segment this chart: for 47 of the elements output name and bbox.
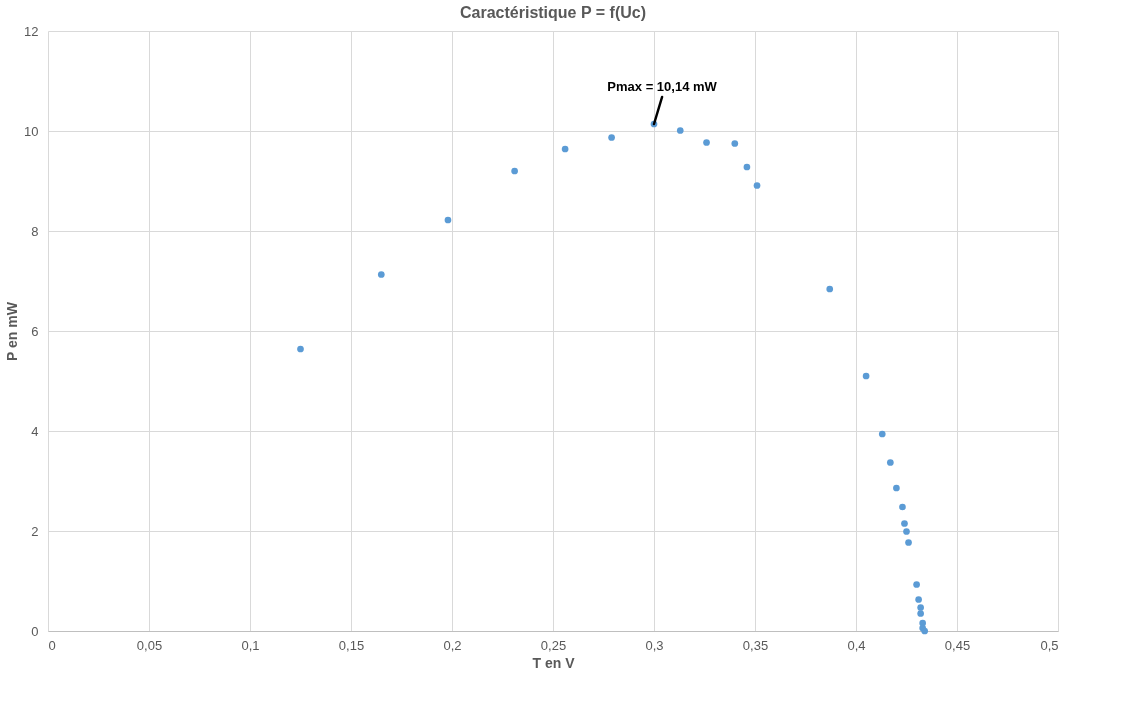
y-tick-label: 6 — [31, 323, 39, 339]
y-tick-label: 8 — [31, 223, 39, 239]
point — [893, 484, 900, 492]
point — [915, 596, 922, 603]
point — [676, 127, 684, 134]
point — [703, 139, 710, 146]
point — [561, 145, 569, 153]
point — [886, 459, 894, 466]
point — [917, 604, 924, 611]
point — [878, 430, 886, 438]
point — [862, 372, 870, 380]
y-tick-label: 12 — [24, 23, 39, 39]
point — [511, 167, 518, 175]
point — [297, 345, 304, 353]
point — [913, 581, 920, 588]
x-tick-label: 0,5 — [1040, 637, 1059, 653]
y-tick-label: 4 — [31, 423, 39, 439]
x-tick-label: 0,25 — [540, 637, 567, 653]
point — [731, 140, 739, 147]
x-tick-label: 0,15 — [338, 637, 365, 653]
x-tick-label: 0,05 — [136, 637, 163, 653]
point — [917, 610, 924, 617]
point — [444, 216, 452, 224]
point — [608, 134, 615, 141]
point — [826, 285, 834, 293]
x-tick-label: 0,2 — [443, 637, 462, 653]
point — [905, 539, 912, 546]
annotation: Pmax = 10,14 mW — [607, 79, 718, 94]
chart-title: Caractéristique P = f(Uc) — [460, 4, 646, 21]
x-tick-label: 0,3 — [645, 637, 664, 653]
point — [903, 528, 910, 535]
y-tick-label: 2 — [31, 523, 39, 539]
y-axis-title: P en mW — [4, 301, 21, 361]
y-tick-label: 10 — [24, 123, 39, 139]
point — [901, 520, 908, 527]
point — [743, 163, 751, 171]
point — [919, 619, 927, 627]
point — [377, 271, 385, 278]
x-tick-label: 0,1 — [241, 637, 260, 653]
x-tick-label: 0 — [48, 637, 56, 653]
x-tick-label: 0,4 — [847, 637, 866, 653]
point — [899, 503, 906, 511]
x-axis-title: T en V — [532, 654, 576, 671]
x-tick-label: 0,35 — [742, 637, 769, 653]
y-tick-label: 0 — [31, 623, 39, 639]
x-tick-label: 0,45 — [944, 637, 971, 653]
point — [753, 182, 761, 189]
